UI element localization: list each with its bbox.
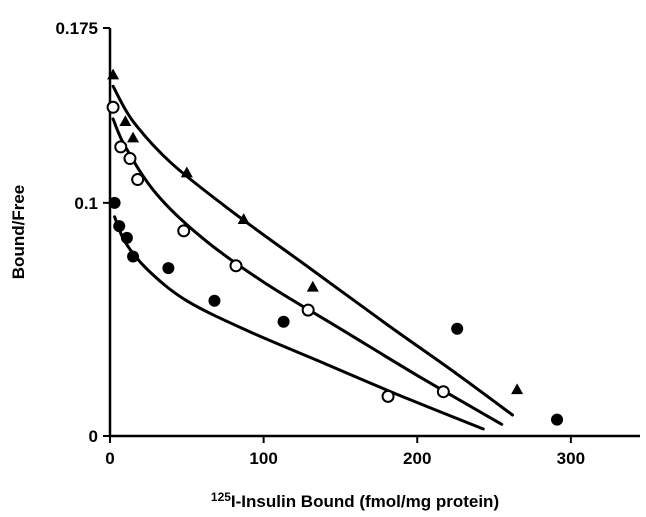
point-filled-circle-8 [551, 413, 564, 426]
point-filled-circle-0 [108, 196, 121, 209]
point-triangle-1 [119, 115, 132, 127]
point-filled-circle-1 [113, 220, 126, 233]
point-triangle-5 [306, 280, 319, 292]
x-tick-label-2: 200 [403, 449, 431, 468]
y-tick-label-2: 0.175 [55, 19, 98, 38]
y-tick-label-1: 0.1 [74, 194, 98, 213]
point-filled-circle-6 [277, 315, 290, 328]
tick-labels: 0 100 200 300 0 0.1 0.175 [55, 19, 585, 468]
point-open-circle-0 [106, 100, 120, 114]
point-open-circle-7 [381, 389, 395, 403]
data-markers [106, 68, 564, 426]
y-axis-title: Bound/Free [9, 185, 28, 279]
point-triangle-0 [107, 68, 120, 80]
point-filled-circle-7 [451, 322, 464, 335]
x-tick-label-1: 100 [249, 449, 277, 468]
point-triangle-3 [180, 166, 193, 178]
point-open-circle-5 [229, 259, 243, 273]
point-triangle-4 [237, 213, 250, 224]
x-axis-title-text: I-Insulin Bound (fmol/mg protein) [231, 492, 499, 511]
fit-curve-filled-circle [113, 215, 485, 431]
x-tick-label-3: 300 [557, 449, 585, 468]
point-open-circle-4 [177, 224, 191, 238]
point-open-circle-2 [123, 152, 137, 166]
y-tick-label-0: 0 [89, 427, 98, 446]
point-filled-circle-5 [208, 294, 221, 307]
x-axis-title-superscript: 125 [211, 490, 231, 504]
point-open-circle-3 [131, 173, 145, 187]
axes [108, 28, 640, 438]
x-tick-label-0: 0 [105, 449, 114, 468]
fit-curves [111, 84, 514, 431]
point-filled-circle-3 [127, 250, 140, 263]
point-open-circle-1 [114, 140, 128, 154]
point-open-circle-6 [301, 303, 315, 317]
point-triangle-6 [511, 383, 524, 395]
point-triangle-2 [127, 131, 140, 143]
point-filled-circle-2 [120, 231, 133, 244]
ticks [103, 27, 572, 443]
fit-curve-triangle [111, 84, 514, 417]
x-axis-title: 125I-Insulin Bound (fmol/mg protein) [211, 490, 499, 511]
point-open-circle-8 [436, 385, 450, 399]
point-filled-circle-4 [162, 262, 175, 275]
